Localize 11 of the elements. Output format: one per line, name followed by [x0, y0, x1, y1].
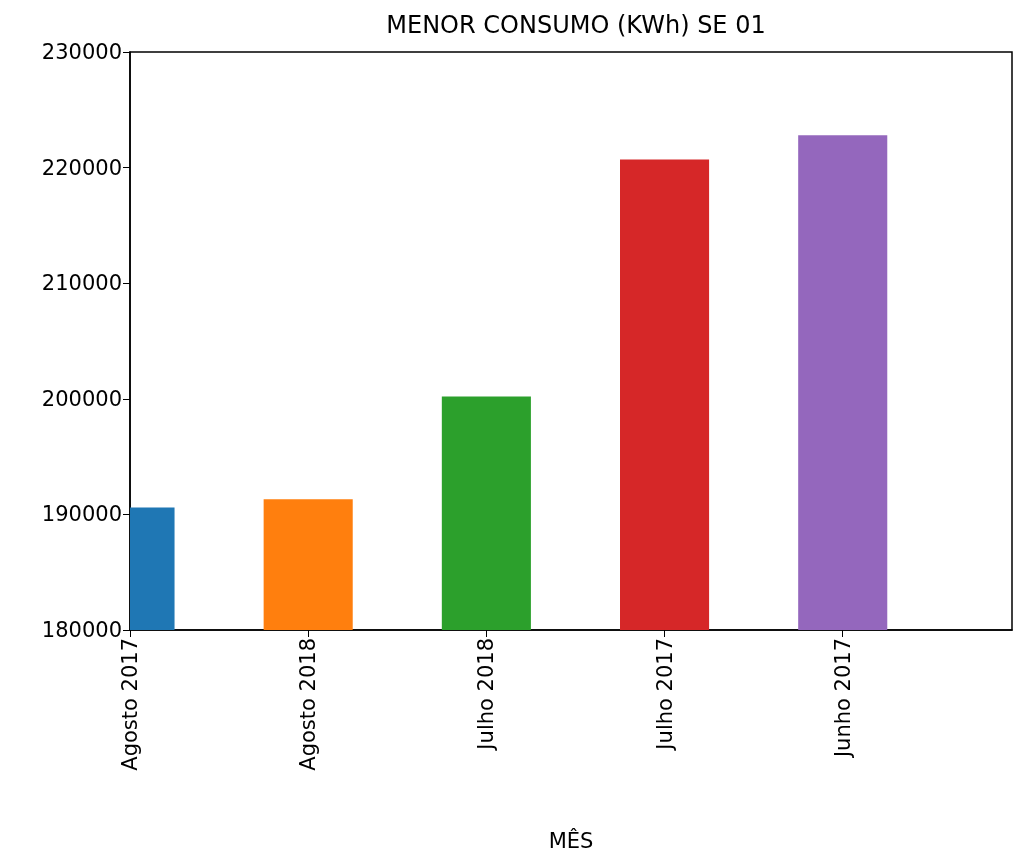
x-tick-label: Junho 2017: [830, 638, 855, 760]
y-tick-label: 230000: [41, 40, 122, 64]
x-tick-label: Agosto 2018: [296, 638, 321, 771]
y-tick-label: 200000: [41, 386, 122, 411]
y-tick-label: 210000: [41, 271, 122, 296]
y-tick-label: 220000: [41, 155, 122, 180]
x-axis-title: MÊS: [548, 827, 594, 853]
x-tick-label: Julho 2017: [652, 638, 677, 752]
y-tick-label: 190000: [41, 502, 122, 527]
x-tick-label: Julho 2018: [474, 638, 499, 752]
chart-title: MENOR CONSUMO (KWh) SE 01: [386, 11, 766, 39]
